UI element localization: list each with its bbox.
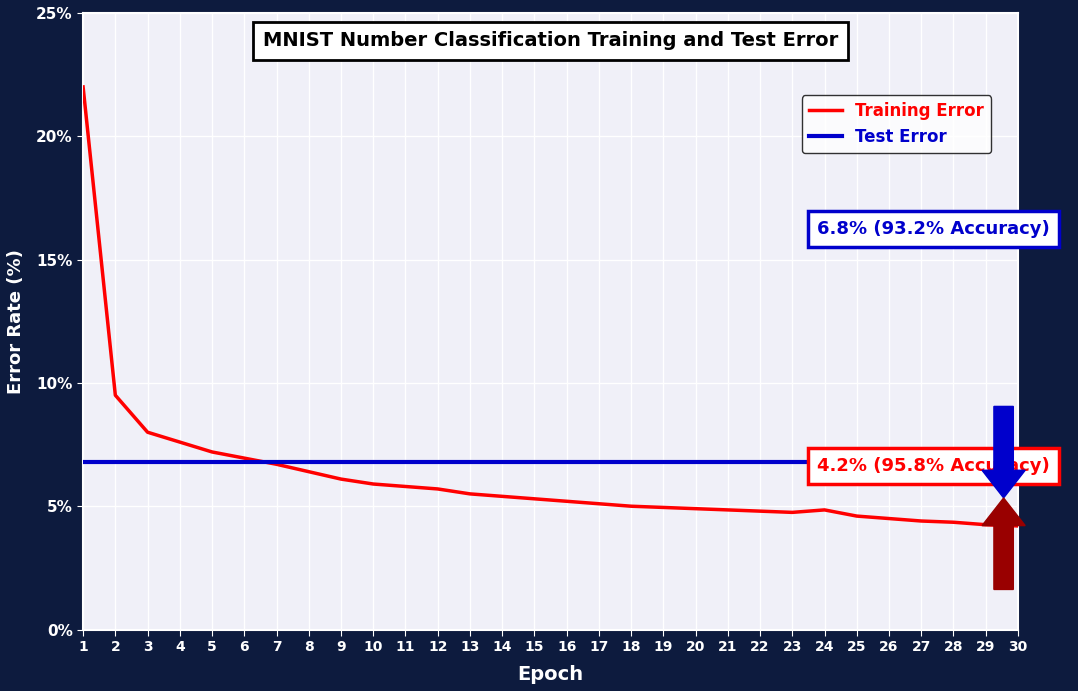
Training Error bbox=[689, 504, 702, 513]
Training Error bbox=[206, 448, 219, 456]
Text: 4.2% (95.8% Accuracy): 4.2% (95.8% Accuracy) bbox=[817, 457, 1050, 475]
Training Error bbox=[367, 480, 379, 488]
Training Error bbox=[399, 482, 412, 491]
Training Error bbox=[818, 506, 831, 514]
Training Error bbox=[883, 514, 896, 522]
Training Error bbox=[271, 460, 284, 468]
Training Error bbox=[915, 517, 928, 525]
Training Error bbox=[721, 506, 734, 514]
Text: MNIST Number Classification Training and Test Error: MNIST Number Classification Training and… bbox=[263, 32, 838, 50]
Training Error bbox=[561, 497, 573, 505]
Training Error bbox=[302, 468, 315, 476]
X-axis label: Epoch: Epoch bbox=[517, 665, 583, 684]
Training Error bbox=[464, 490, 476, 498]
Test Error bbox=[77, 457, 89, 466]
Training Error bbox=[109, 391, 122, 399]
Text: 6.8% (93.2% Accuracy): 6.8% (93.2% Accuracy) bbox=[817, 220, 1050, 238]
Training Error bbox=[238, 454, 251, 462]
Training Error bbox=[174, 438, 186, 446]
Training Error bbox=[624, 502, 637, 511]
Training Error bbox=[77, 83, 89, 91]
Training Error bbox=[496, 492, 509, 500]
Test Error bbox=[44, 457, 57, 466]
Training Error bbox=[334, 475, 347, 483]
Training Error bbox=[657, 503, 669, 511]
Line: Training Error: Training Error bbox=[83, 87, 1018, 526]
Training Error bbox=[786, 509, 799, 517]
Training Error bbox=[431, 485, 444, 493]
Training Error bbox=[946, 518, 959, 527]
Training Error bbox=[141, 428, 154, 437]
Training Error bbox=[851, 512, 863, 520]
Y-axis label: Error Rate (%): Error Rate (%) bbox=[6, 249, 25, 394]
Legend: Training Error, Test Error: Training Error, Test Error bbox=[802, 95, 991, 153]
Training Error bbox=[754, 507, 766, 515]
Training Error bbox=[593, 500, 606, 508]
Training Error bbox=[528, 495, 541, 503]
Training Error bbox=[979, 520, 992, 529]
Training Error bbox=[1011, 522, 1024, 530]
